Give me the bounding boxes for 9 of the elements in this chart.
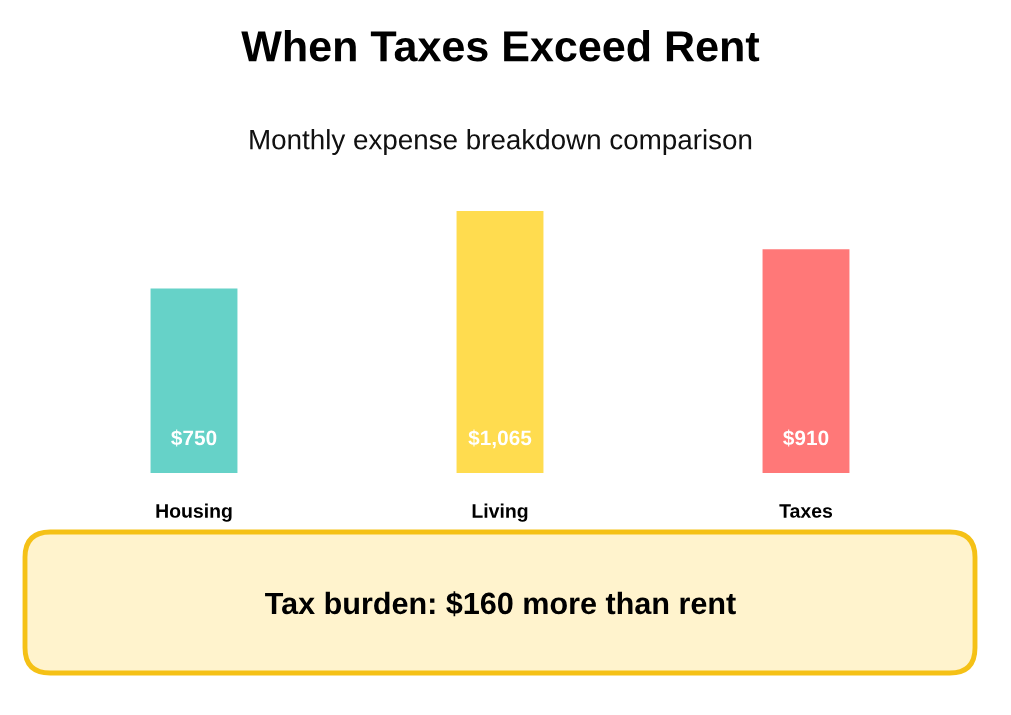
data-label: $910 [783, 429, 829, 447]
data-label: $750 [171, 429, 217, 447]
x-tick-label: Housing [156, 503, 232, 522]
text: Tax burden: $160 more than rent [265, 591, 736, 617]
data-label: $1,065 [468, 429, 532, 449]
chart-title: When Taxes Exceed Rent [241, 29, 760, 62]
x-tick-label: Living [472, 503, 528, 522]
chart-subtitle: Monthly expense breakdown comparison [250, 129, 752, 155]
x-tick-label: Taxes [779, 504, 833, 518]
